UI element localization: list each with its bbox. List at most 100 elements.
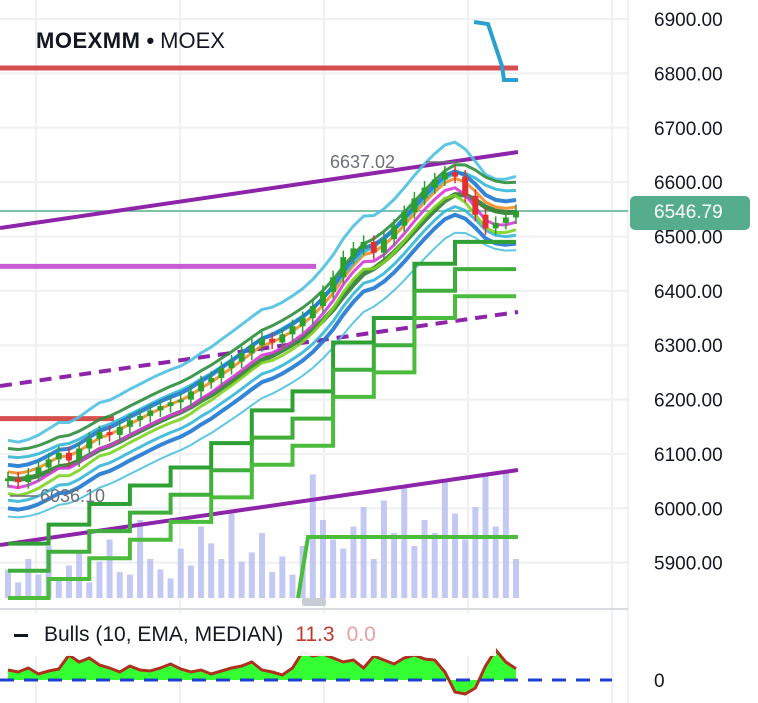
indicator-value-2: 0.0 (346, 623, 376, 646)
volume-bar (380, 500, 387, 598)
indicator-params: (10, EMA, MEDIAN) (95, 623, 284, 646)
price-axis-label: 6100.00 (654, 445, 723, 466)
candle-body (106, 432, 113, 435)
step-line (8, 294, 516, 600)
candle-body (380, 239, 387, 253)
volume-bar (492, 526, 499, 598)
volume-bar (55, 578, 62, 598)
candle-body (360, 241, 367, 249)
volume-bar (472, 507, 479, 598)
price-annotations: 6637.02 6036.10 (10, 152, 460, 606)
moving-average-line (7, 186, 517, 490)
candle-body (462, 176, 469, 196)
volume-bar (25, 559, 32, 598)
candle-body (5, 478, 11, 482)
candle-body (289, 326, 296, 335)
candle-body (391, 225, 398, 240)
price-axis-label: 6500.00 (654, 227, 723, 248)
candle-body (65, 452, 72, 461)
candle-body (228, 361, 235, 369)
candle-body (492, 222, 499, 229)
exchange-name: MOEX (160, 28, 225, 53)
volume-bar (116, 572, 123, 598)
candle-body (431, 179, 438, 188)
candle-body (218, 368, 225, 378)
low-price-label: 6036.10 (40, 486, 105, 506)
candle-body (55, 452, 62, 460)
moving-average-line (7, 193, 517, 497)
candle-body (126, 420, 133, 427)
candle-body (370, 241, 377, 253)
volume-bar (218, 559, 225, 598)
price-axis-label: 5900.00 (654, 554, 723, 575)
volume-bar (167, 578, 174, 598)
volume-bar (96, 561, 103, 598)
moving-average-line (7, 163, 517, 452)
candle-body (137, 415, 144, 421)
volume-bar (350, 526, 357, 598)
channel-upper-line (0, 150, 519, 230)
indicator-value-1: 11.3 (295, 623, 335, 646)
volume-bar (137, 520, 144, 598)
candle-body (35, 467, 42, 475)
volume-bar (502, 470, 509, 598)
candle-body (248, 345, 255, 354)
price-axis: 6900.00 6800.00 6700.00 6600.00 6500.00 6400.… (654, 10, 723, 692)
candle-body (45, 459, 52, 468)
volume-bar (279, 556, 286, 598)
volume-bar (238, 561, 245, 598)
candle-body (86, 438, 93, 449)
bulls-power-pane (0, 647, 612, 696)
candle-body (350, 248, 357, 258)
candle-body (259, 338, 265, 346)
candle-body (238, 353, 245, 362)
volume-bar (15, 582, 22, 598)
channel-lower-line (0, 468, 519, 547)
candle-body (411, 198, 418, 213)
candle-body (452, 172, 459, 177)
volume-bars (5, 470, 519, 598)
volume-bar (147, 559, 154, 598)
current-price-tag: 6546.79 (630, 196, 750, 230)
price-axis-label: 6400.00 (654, 282, 723, 303)
candle-body (441, 172, 448, 180)
volume-bar (65, 565, 72, 598)
candle-body (401, 212, 408, 226)
candle-body (309, 306, 316, 319)
indicator-curve-top (473, 20, 518, 82)
price-axis-label: 6600.00 (654, 173, 723, 194)
symbol-header[interactable]: MOEXMM • MOEX (36, 28, 225, 54)
chart-grid (0, 0, 629, 703)
candle-body (147, 410, 154, 416)
volume-bar (340, 548, 347, 598)
moving-average-line (7, 212, 517, 512)
indicator-legend[interactable]: Bulls (10, EMA, MEDIAN) 11.3 0.0 (0, 614, 496, 656)
candle-body (208, 377, 215, 383)
candle-body (25, 474, 32, 483)
candle-body (177, 399, 184, 403)
high-price-label: 6637.02 (330, 152, 395, 172)
step-line (8, 239, 516, 546)
candle-body (513, 211, 519, 218)
candle-body (330, 277, 337, 292)
candle-body (198, 382, 205, 392)
step-line (296, 535, 518, 599)
candle-body (421, 187, 428, 199)
volume-bar (360, 507, 367, 598)
volume-bar (208, 543, 215, 598)
volume-bar (513, 559, 519, 598)
volume-bar (198, 526, 205, 598)
indicator-name: Bulls (44, 623, 90, 646)
volume-bar (5, 569, 11, 598)
volume-bar (248, 552, 255, 598)
volume-bar (452, 513, 459, 598)
candle-body (116, 426, 123, 435)
candle-body (319, 291, 326, 307)
moving-average-ribbon (7, 140, 518, 600)
candle-body (482, 214, 489, 229)
volume-bar (157, 569, 164, 598)
price-axis-label: 6000.00 (654, 499, 723, 520)
pane-resize-handle (302, 598, 326, 606)
moving-average-line (7, 140, 517, 444)
